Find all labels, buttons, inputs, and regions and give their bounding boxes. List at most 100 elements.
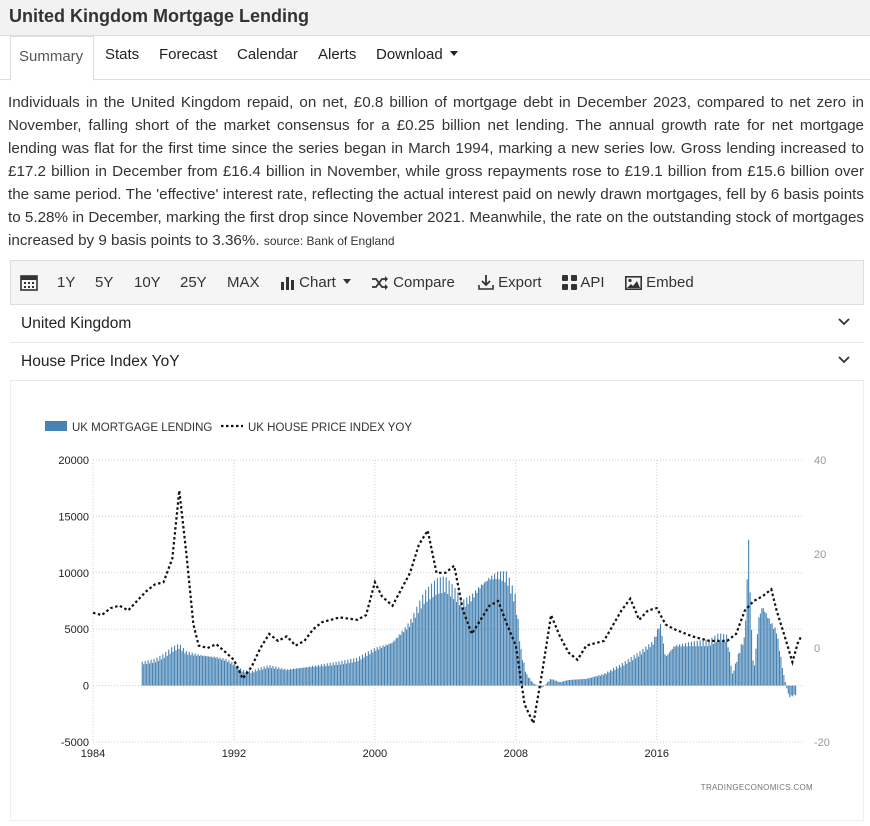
bar: [670, 650, 672, 686]
range-25y-button[interactable]: 25Y: [180, 274, 207, 291]
country-accordion[interactable]: United Kingdom: [10, 305, 864, 343]
bar: [545, 684, 547, 686]
bar: [502, 571, 504, 686]
bar: [715, 642, 717, 686]
bar: [238, 669, 240, 686]
bar: [621, 663, 623, 686]
bar: [178, 648, 180, 686]
bar: [392, 641, 394, 686]
bar: [360, 659, 362, 686]
bar: [410, 618, 412, 686]
bar: [310, 667, 312, 686]
bar: [723, 634, 725, 686]
bar: [473, 597, 475, 686]
bar: [375, 650, 377, 686]
bar: [168, 649, 170, 686]
bar: [163, 657, 165, 686]
bar: [388, 643, 390, 686]
bar: [645, 646, 647, 686]
bar: [147, 660, 149, 686]
bar: [646, 649, 648, 686]
bar: [667, 654, 669, 686]
bar: [422, 594, 424, 686]
bar: [714, 635, 716, 686]
export-button[interactable]: Export: [478, 274, 542, 291]
bar: [351, 662, 353, 686]
embed-button[interactable]: Embed: [625, 274, 694, 291]
axis-ticks: 20000 15000 10000 5000 0 -5000 40 20 0 -20 1984 199…: [58, 455, 830, 760]
bar: [298, 668, 300, 686]
tab-alerts[interactable]: Alerts: [318, 46, 357, 63]
bar-series: [141, 539, 797, 698]
tab-bar: Summary Stats Forecast Calendar Alerts D…: [0, 36, 870, 81]
y-right-tick-label: 40: [814, 455, 826, 467]
bar: [141, 661, 143, 686]
bar: [297, 668, 299, 686]
x-tick-label: 2000: [363, 748, 387, 760]
bar: [511, 585, 513, 686]
bar: [370, 649, 372, 686]
bar: [322, 666, 324, 686]
bar: [770, 623, 772, 686]
bar: [235, 667, 237, 686]
bar: [529, 678, 531, 686]
bar: [658, 628, 660, 686]
bar: [383, 646, 386, 686]
range-1y-button[interactable]: 1Y: [57, 274, 76, 291]
bar: [739, 652, 741, 686]
bar: [773, 628, 775, 686]
bar: [733, 670, 735, 686]
bar: [566, 680, 568, 686]
range-5y-button[interactable]: 5Y: [95, 274, 114, 291]
bar: [682, 643, 684, 686]
tab-forecast[interactable]: Forecast: [159, 46, 218, 63]
bar: [439, 577, 441, 686]
image-icon: [625, 276, 642, 290]
bar: [564, 680, 566, 686]
calendar-icon[interactable]: [20, 273, 38, 292]
bar: [532, 682, 534, 686]
bar: [472, 593, 474, 686]
bar: [223, 660, 226, 686]
tab-calendar[interactable]: Calendar: [237, 46, 298, 63]
tab-stats[interactable]: Stats: [105, 46, 140, 63]
bar: [613, 668, 615, 686]
bar: [777, 638, 779, 686]
bar: [323, 663, 325, 686]
bar: [598, 675, 600, 686]
description: Individuals in the United Kingdom repaid…: [8, 91, 864, 253]
y-left-tick-label: -5000: [61, 737, 89, 749]
bar: [408, 626, 411, 686]
bar: [364, 652, 366, 686]
range-max-button[interactable]: MAX: [227, 274, 260, 291]
bar: [483, 582, 485, 686]
bar: [756, 634, 758, 686]
tab-download[interactable]: Download: [376, 46, 458, 63]
bar: [731, 673, 734, 686]
bar: [273, 668, 275, 686]
bar: [160, 659, 162, 686]
bar: [708, 639, 710, 686]
bar: [290, 668, 292, 686]
bar: [382, 645, 384, 686]
bar: [780, 656, 782, 686]
bar: [745, 620, 747, 686]
indicator-accordion-label: House Price Index YoY: [21, 353, 180, 370]
tab-summary[interactable]: Summary: [10, 36, 95, 81]
bar: [687, 642, 689, 686]
bar: [724, 641, 726, 686]
compare-button[interactable]: Compare: [372, 274, 455, 291]
bar: [191, 652, 193, 686]
bar: [781, 668, 783, 686]
indicator-accordion[interactable]: House Price Index YoY: [10, 343, 864, 381]
range-10y-button[interactable]: 10Y: [134, 274, 161, 291]
bar: [711, 637, 713, 686]
bar: [284, 668, 286, 686]
bar: [329, 662, 331, 686]
bar: [679, 644, 681, 686]
bar: [671, 648, 673, 686]
api-button[interactable]: API: [562, 274, 605, 291]
bar: [301, 667, 303, 686]
chart-type-button[interactable]: Chart: [281, 274, 351, 291]
bar: [288, 669, 290, 686]
